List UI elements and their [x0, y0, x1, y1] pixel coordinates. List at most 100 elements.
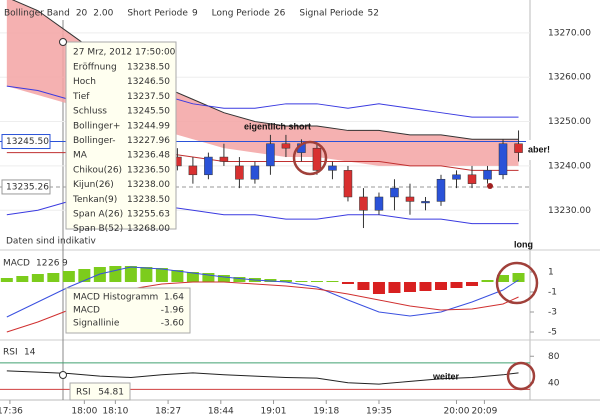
histogram-bar — [171, 270, 184, 282]
disclaimer: Daten sind indikativ — [6, 237, 97, 247]
crosshair-marker — [59, 371, 67, 379]
tooltip-value: 13227.96 — [127, 136, 170, 146]
histogram-bar — [481, 280, 494, 282]
x-tick-label: 20:09 — [471, 407, 497, 417]
histogram-bar — [466, 282, 479, 286]
histogram-bar — [155, 268, 168, 282]
candle-body — [452, 174, 461, 180]
annotation: aber! — [528, 144, 550, 154]
tooltip-label: Tenkan(9) — [72, 195, 117, 205]
histogram-bar — [16, 276, 29, 282]
indicator-label: Bollinger Band — [4, 9, 70, 19]
annotation-bg — [526, 140, 576, 160]
candle-body — [266, 143, 275, 167]
candle-body — [343, 170, 353, 198]
candle-body — [405, 196, 415, 202]
indicator-label: 52 — [367, 9, 378, 19]
histogram-bar — [419, 282, 432, 291]
price-label-box — [1, 134, 51, 150]
candle-body — [204, 156, 213, 176]
histogram-bar — [47, 273, 60, 282]
candle-body — [219, 156, 229, 162]
macd-panel — [0, 266, 534, 333]
tooltip-value: 13246.50 — [127, 77, 170, 87]
histogram-bar — [372, 282, 385, 294]
y-tick-label: 80 — [548, 352, 560, 362]
y-tick-label: -1 — [548, 288, 557, 298]
price-label-box — [1, 179, 51, 195]
indicator-label: Signal Periode — [299, 9, 364, 19]
x-tick-label: 18:27 — [155, 407, 181, 417]
candle-body — [436, 178, 446, 202]
histogram-bar — [326, 281, 339, 282]
panel-label: 12 — [36, 259, 47, 269]
histogram-bar — [109, 266, 122, 282]
candle-body — [235, 165, 244, 180]
annotation-circle — [495, 261, 539, 305]
histogram-bar — [497, 275, 510, 282]
tooltip-label: Schluss — [73, 107, 107, 117]
indicator-label: 20 — [76, 9, 88, 19]
x-tick-label: 19:35 — [366, 407, 392, 417]
tooltip-label: RSI — [76, 388, 91, 398]
annotation: eigentlich short — [244, 121, 311, 131]
candle-body — [359, 196, 368, 211]
indicator-label: 26 — [274, 9, 286, 19]
tooltip — [65, 41, 177, 230]
tooltip-value: 13237.50 — [127, 92, 170, 102]
candle-body — [498, 143, 508, 176]
tooltip-value: 13238.50 — [127, 63, 170, 73]
tooltip-label: Signallinie — [73, 319, 120, 329]
panel-label: RSI — [3, 348, 18, 358]
panel-label: 14 — [24, 348, 36, 358]
tooltip-label: Kijun(26) — [73, 180, 114, 190]
tooltip-value: 13245.50 — [127, 107, 170, 117]
histogram-bar — [124, 266, 137, 282]
x-tick-label: 19:18 — [313, 407, 339, 417]
y-tick-label: -3 — [548, 308, 557, 318]
tooltip-label: MA — [73, 151, 88, 161]
marker-dot — [487, 183, 493, 189]
candle-body — [188, 165, 198, 176]
x-tick-label: 20:00 — [444, 407, 470, 417]
tooltip-label: Chikou(26) — [73, 165, 122, 175]
candle-body — [281, 143, 291, 149]
histogram-bar — [403, 282, 416, 292]
y-tick-label: 13240.00 — [548, 161, 591, 171]
panel-label: 26 — [48, 259, 60, 269]
tooltip-value: 13238.50 — [127, 195, 170, 205]
histogram-bar — [186, 272, 199, 282]
tooltip-value: 13236.48 — [127, 151, 170, 161]
x-tick-label: 18:00 — [71, 407, 97, 417]
indicator-label: Short Periode — [127, 9, 188, 19]
x-tick-label: 18:44 — [208, 407, 234, 417]
histogram-bar — [202, 273, 215, 282]
histogram-bar — [62, 271, 75, 282]
candle-body — [483, 170, 492, 180]
histogram-bar — [434, 282, 447, 290]
histogram-bar — [140, 267, 153, 282]
tooltip-value: -3.60 — [161, 319, 185, 329]
y-tick-label: 13230.00 — [548, 206, 591, 216]
y-tick-label: 1 — [548, 268, 554, 278]
tooltip-date: 27 Mrz, 2012 17:50:00 — [73, 48, 176, 58]
tooltip-label: Eröffnung — [73, 63, 117, 73]
candle-body — [467, 174, 477, 184]
tooltip-value: 13268.00 — [127, 224, 170, 234]
candle-body — [421, 201, 430, 204]
tooltip-label: Tief — [72, 92, 90, 102]
rsi-line — [6, 370, 519, 385]
tooltip-label: Span B(52) — [73, 224, 123, 234]
tooltip-label: Hoch — [73, 77, 96, 87]
histogram-bar — [388, 282, 401, 293]
tooltip-value: 13244.99 — [127, 121, 170, 131]
candle-body — [328, 165, 337, 171]
tooltip-value: 13255.63 — [127, 210, 170, 220]
histogram-bar — [341, 282, 354, 284]
tooltip — [69, 382, 131, 401]
histogram-bar — [31, 274, 44, 282]
x-tick-label: 19:01 — [261, 407, 287, 417]
candle-body — [390, 187, 399, 198]
